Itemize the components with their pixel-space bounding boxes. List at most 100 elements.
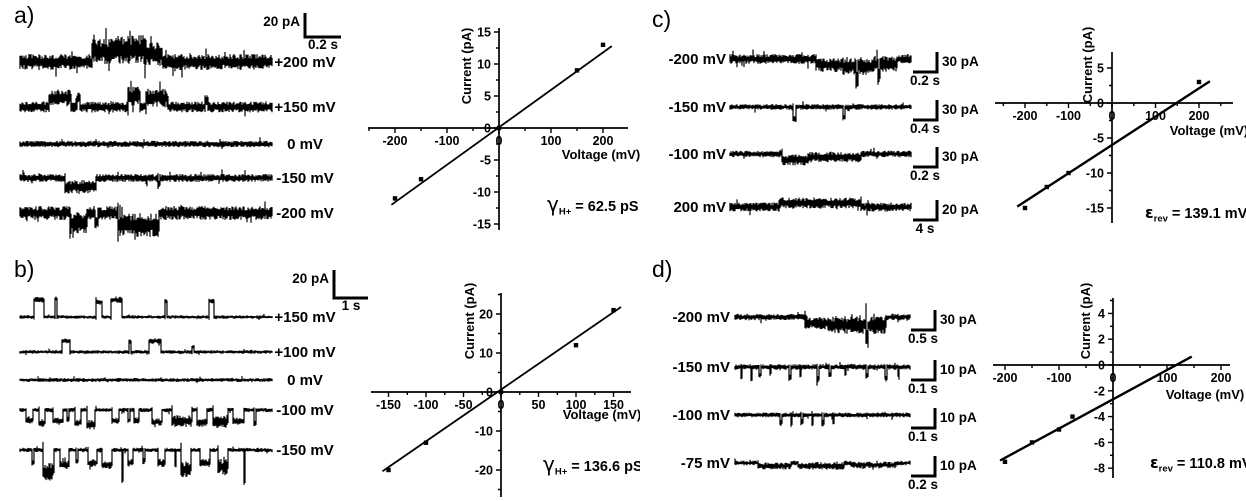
trace-path — [19, 405, 273, 430]
y-tick-label: -10 — [473, 186, 491, 200]
axis-ticks — [1002, 67, 1222, 209]
y-tick-label: -6 — [1094, 436, 1105, 450]
annotation-subscript: H+ — [555, 467, 568, 478]
scale-bar — [911, 456, 937, 478]
scale-bar — [911, 310, 937, 332]
x-axis-title: Voltage (mV) — [562, 147, 640, 162]
annotation-subscript: rev — [1154, 214, 1169, 225]
y-tick-label: -8 — [1094, 462, 1105, 476]
trace-path — [729, 101, 912, 122]
scalebar-time-label: 0.5 s — [908, 331, 938, 346]
y-tick-label: -10 — [1086, 167, 1104, 181]
y-axis-title: Current (pA) — [462, 283, 477, 360]
scalebar-current-label: 10 pA — [940, 410, 977, 425]
y-tick-label: 10 — [479, 347, 493, 361]
fit-line — [381, 306, 622, 472]
panel-d: -200 mV -150 mV -100 mV -75 mV 30 pA 0.5 s 10 … — [640, 250, 1246, 501]
y-tick-label: -20 — [475, 464, 493, 478]
trace-path — [19, 296, 273, 320]
y-tick-label: -2 — [1094, 384, 1105, 398]
data-point — [423, 440, 429, 445]
panel-a: +200 mV +150 mV 0 mV -150 mV -200 mV 20 pA 0.2… — [0, 0, 640, 250]
axis-ticks — [1004, 299, 1222, 469]
y-tick-label: 20 — [479, 308, 493, 322]
trace-voltage-label: 0 mV — [287, 372, 323, 389]
y-tick-label: 4 — [1098, 307, 1105, 321]
data-point — [496, 125, 502, 131]
annotation-subscript: rev — [1159, 464, 1174, 475]
trace-voltage-label: -100 mV — [672, 407, 730, 424]
scalebar-time-label: 0.2 s — [908, 477, 938, 492]
trace-voltage-label: -150 mV — [276, 442, 334, 459]
y-tick-label: 10 — [477, 58, 491, 72]
scalebar-current-label: 30 pA — [940, 312, 977, 327]
trace-path — [19, 137, 273, 149]
scalebar-current-label: 20 pA — [942, 202, 979, 217]
y-tick-label: -10 — [475, 425, 493, 439]
trace-path — [19, 201, 273, 242]
trace-path — [19, 28, 273, 79]
data-point — [498, 389, 504, 395]
x-tick-label: -100 — [413, 398, 438, 412]
iv-annotation: γH+ = 136.6 pS — [543, 452, 640, 478]
data-point — [600, 42, 606, 47]
trace-voltage-label: +150 mV — [274, 99, 335, 116]
x-tick-label: 0 — [496, 134, 503, 148]
scale-bar — [913, 100, 939, 122]
trace-path — [19, 338, 273, 356]
scale-bar — [303, 13, 341, 39]
y-tick-label: 5 — [1097, 62, 1104, 76]
axis-ticks — [368, 31, 604, 225]
scale-bar — [913, 52, 939, 74]
y-axis-title: Current (pA) — [1078, 283, 1093, 360]
annotation-symbol: ε — [1145, 204, 1154, 222]
x-tick-label: -200 — [1012, 109, 1037, 123]
y-tick-label: -4 — [1094, 410, 1105, 424]
trace-path — [734, 458, 911, 470]
trace-voltage-label: -100 mV — [668, 146, 726, 163]
data-point — [573, 343, 579, 348]
scale-bar — [911, 360, 937, 382]
x-axis-title: Voltage (mV) — [563, 407, 640, 422]
x-tick-label: 0 — [498, 398, 505, 412]
panel-b: +150 mV +100 mV 0 mV -100 mV -150 mV 20 pA 1 s… — [0, 250, 640, 501]
trace-path — [729, 147, 912, 166]
x-tick-label: -150 — [376, 398, 401, 412]
x-tick-label: -200 — [992, 371, 1017, 385]
scalebar-time-label: 0.4 s — [910, 121, 940, 136]
fit-line — [1016, 80, 1211, 208]
iv-annotation: εrev = 110.8 mV — [1150, 454, 1246, 475]
trace-voltage-label: -200 mV — [668, 51, 726, 68]
y-tick-label: 0 — [486, 386, 493, 400]
scalebar-time-label: 0.1 s — [908, 429, 938, 444]
data-point — [392, 196, 398, 201]
y-tick-label: -5 — [1093, 132, 1104, 146]
trace-voltage-label: -150 mV — [668, 99, 726, 116]
scale-bar — [332, 270, 368, 300]
y-axis-title: Current (pA) — [459, 28, 474, 105]
panel-label-c: c) — [652, 6, 672, 32]
x-tick-label: -100 — [1046, 371, 1071, 385]
y-tick-label: 0 — [1097, 97, 1104, 111]
trace-voltage-label: +100 mV — [274, 344, 335, 361]
x-tick-label: 100 — [541, 134, 562, 148]
y-tick-label: 0 — [484, 122, 491, 136]
panel-label-d: d) — [652, 256, 673, 282]
y-tick-label: 0 — [1098, 359, 1105, 373]
trace-voltage-label: -100 mV — [276, 402, 334, 419]
trace-voltage-label: -200 mV — [672, 309, 730, 326]
data-point — [1070, 414, 1075, 419]
trace-voltage-label: -150 mV — [672, 359, 730, 376]
x-tick-label: -200 — [382, 134, 407, 148]
y-axis-title: Current (pA) — [1080, 27, 1095, 104]
scalebar-time-label: 0.1 s — [908, 381, 938, 396]
panel-b-canvas: +150 mV +100 mV 0 mV -100 mV -150 mV 20 pA 1 s… — [19, 270, 640, 497]
scalebar-current-label: 30 pA — [942, 54, 979, 69]
scalebar-time-label: 0.2 s — [910, 73, 940, 88]
trace-path — [19, 441, 273, 485]
panel-label-a: a) — [14, 2, 35, 28]
data-point — [418, 177, 424, 182]
annotation-value: = 139.1 mV — [1168, 206, 1246, 222]
x-tick-label: 200 — [1189, 109, 1210, 123]
